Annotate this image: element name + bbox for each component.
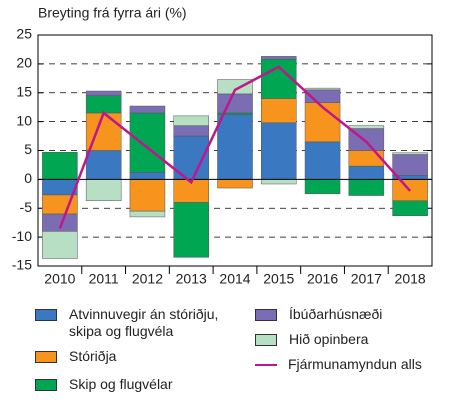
bar-segment [85,179,122,201]
bar-segment [261,122,297,180]
bar-segment [261,56,297,60]
x-tick-label: 2011 [89,271,119,287]
bar-segment [173,125,209,137]
bar-segment [129,105,166,114]
bar-segment [85,95,122,114]
bar-segment [217,179,253,189]
y-tick-label: -15 [12,257,32,273]
bar-segment [392,154,428,176]
bar-segment [392,152,428,155]
legend-item: Atvinnuvegir án stóriðju, skipa og flugv… [35,306,235,340]
legend-swatch [35,309,57,321]
chart: Breyting frá fyrra ári (%) -15 -10 -5 0 5 10 1… [12,5,433,287]
legend-item: Stóriðja [35,348,116,365]
bar-segment [348,179,385,196]
bar-segment [304,141,341,180]
legend-swatch [35,351,57,363]
y-tick-label: 0 [24,170,32,186]
legend-label: Hið opinbera [289,331,369,347]
bar-segment [348,150,385,167]
total-line [58,65,412,229]
legend-item: Hið opinbera [255,331,368,348]
x-tick-label: 2012 [132,271,163,287]
bar-segment [217,114,253,180]
bar-segment [217,93,253,114]
y-tick-label: 20 [16,55,32,71]
legend-item: Íbúðarhúsnæði [255,306,382,323]
bar-segment [348,165,385,180]
y-tick-label: -5 [20,199,33,215]
bar-segment [261,179,297,185]
legend-swatch [35,379,57,391]
legend-label: Fjármunamyndun alls [288,356,422,372]
y-tick-label: 5 [24,141,32,157]
legend-label: Atvinnuvegir án stóriðju, skipa og flugv… [69,306,219,339]
legend-label: Stóriðja [69,348,117,364]
bar-segment [304,179,341,195]
x-tick-label: 2014 [219,271,250,287]
x-tick-label: 2018 [395,271,426,287]
bar-segment [129,179,166,212]
x-tick-label: 2013 [176,271,207,287]
bar-segment [304,102,341,143]
bar-segment [173,202,209,258]
x-tick-label: 2015 [263,271,294,287]
legend-label: Skip og flugvélar [69,376,173,392]
y-tick-label: 25 [16,26,32,42]
bar-segment [129,210,166,218]
bar-segment [129,112,166,173]
bar-segment [392,200,428,217]
x-tick-label: 2010 [44,271,75,287]
x-tick-label: 2016 [307,271,338,287]
legend-swatch [255,334,277,346]
legend-label: Íbúðarhúsnæði [289,306,383,322]
bar-segment [348,125,385,129]
plot-frame [37,34,433,267]
legend-swatch [255,364,277,366]
legend-item: Fjármunamyndun alls [255,356,422,373]
bar-segment [42,213,78,232]
y-tick-label: -10 [12,228,32,244]
bar-segment [173,115,209,126]
bar-segment [304,87,341,91]
bar-segment [85,90,122,96]
legend-swatch [255,309,277,321]
bar-segment [85,150,122,180]
bar-segment [261,98,297,124]
bar-segment [42,231,78,259]
y-tick-label: 10 [16,112,32,128]
x-tick-label: 2017 [351,271,382,287]
y-tick-label: 15 [16,83,32,99]
bar-segment [129,172,166,180]
bar-segment [217,79,253,95]
chart-title: Breyting frá fyrra ári (%) [38,5,187,21]
bar-segment [42,151,78,180]
legend-item: Skip og flugvélar [35,376,173,393]
